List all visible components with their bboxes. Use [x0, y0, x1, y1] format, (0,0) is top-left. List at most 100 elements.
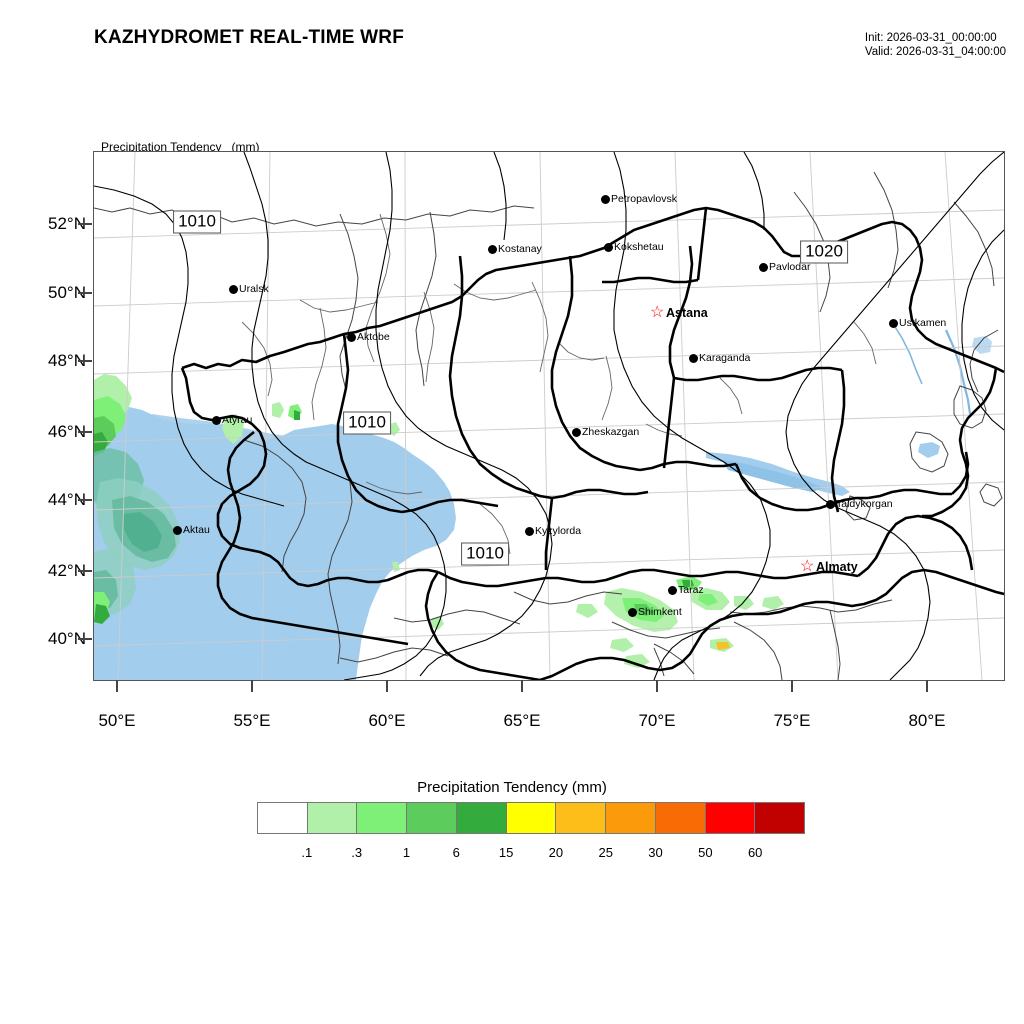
model-run-info: Init: 2026-03-31_00:00:00 Valid: 2026-03…: [865, 31, 1006, 59]
city-label: Taraz: [678, 584, 704, 596]
colorbar-cell: [655, 803, 706, 833]
city-label: Atyrau: [222, 414, 253, 426]
field-caption-precip: Precipitation Tendency (mm): [101, 140, 260, 154]
colorbar-cell: [258, 803, 308, 833]
precipitation-shading: [94, 374, 784, 668]
lat-tick-label: 48°N: [48, 351, 86, 370]
isobar-label: 1020: [800, 240, 848, 264]
city-dot-icon: [212, 415, 221, 425]
city-label: Taldykorgan: [836, 498, 893, 510]
isobars: [94, 152, 1004, 680]
city-dot-icon: [668, 585, 677, 595]
city-dot-icon: [229, 284, 238, 294]
colorbar-tick: .3: [351, 845, 363, 860]
colorbar-tick: .1: [301, 845, 313, 860]
colorbar-cell: [456, 803, 507, 833]
city-label: Astana: [666, 306, 708, 320]
colorbar[interactable]: [257, 802, 805, 834]
lat-tick-label: 50°N: [48, 283, 86, 302]
colorbar-cell: [556, 803, 607, 833]
colorbar-cell: [606, 803, 656, 833]
city-dot-icon: [604, 242, 613, 252]
lon-tick-mark: [521, 680, 523, 692]
lon-tick-label: 55°E: [233, 711, 271, 730]
colorbar-tick: 1: [402, 845, 411, 860]
colorbar-tick: 50: [698, 845, 713, 860]
city-dot-icon: [601, 194, 610, 204]
isobar-label: 1010: [461, 542, 509, 566]
colorbar-cell: [506, 803, 557, 833]
lat-tick-label: 42°N: [48, 561, 86, 580]
lon-tick-label: 70°E: [638, 711, 676, 730]
capital-star-icon: ☆: [650, 304, 665, 321]
lat-tick-mark: [78, 223, 92, 225]
lon-tick-label: 80°E: [908, 711, 946, 730]
graticule: [94, 152, 1004, 680]
colorbar-tick: 6: [452, 845, 460, 860]
city-label: Petropavlovsk: [611, 193, 677, 205]
isobar-label: 1010: [343, 411, 391, 435]
lat-tick-label: 52°N: [48, 214, 86, 233]
lon-tick-mark: [116, 680, 118, 692]
city-label: Ustkamen: [899, 317, 947, 329]
city-label: Kostanay: [498, 243, 542, 255]
city-label: Pavlodar: [769, 261, 811, 273]
city-dot-icon: [759, 262, 768, 272]
colorbar-tick-labels: .1 .3 1 6 15 20 25 30 50 60: [257, 845, 805, 865]
lat-tick-mark: [78, 360, 92, 362]
city-label: Almaty: [816, 560, 858, 574]
city-dot-icon: [347, 332, 356, 342]
kazakhstan-border: [180, 206, 1004, 680]
lat-tick-mark: [78, 570, 92, 572]
init-time: Init: 2026-03-31_00:00:00: [864, 32, 997, 44]
lon-tick-mark: [656, 680, 658, 692]
lon-tick-label: 60°E: [368, 711, 406, 730]
city-label: Kokshetau: [614, 241, 664, 253]
valid-time: Valid: 2026-03-31_04:00:00: [864, 46, 1006, 58]
lon-tick-label: 65°E: [503, 711, 541, 730]
city-label: Uralsk: [239, 283, 269, 295]
city-dot-icon: [488, 244, 497, 254]
colorbar-tick: 30: [648, 845, 663, 860]
colorbar-title: Precipitation Tendency (mm): [417, 779, 607, 796]
lat-tick-label: 44°N: [48, 490, 86, 509]
colorbar-tick: 20: [548, 845, 564, 860]
page-title: KAZHYDROMET REAL-TIME WRF: [94, 27, 405, 48]
city-dot-icon: [628, 607, 637, 617]
coastlines-and-rivers: [94, 171, 1003, 680]
city-label: Karaganda: [699, 352, 751, 364]
city-dot-icon: [689, 353, 698, 363]
map-graphics: [94, 152, 1004, 680]
lon-tick-mark: [251, 680, 253, 692]
city-label: Kyzylorda: [535, 525, 582, 537]
lat-tick-label: 40°N: [48, 629, 86, 648]
lat-tick-mark: [78, 431, 92, 433]
colorbar-cell: [705, 803, 756, 833]
city-dot-icon: [173, 525, 182, 535]
latitude-axis: 52°N 50°N 48°N 46°N 44°N 42°N 40°N: [0, 0, 92, 1024]
lon-tick-label: 75°E: [773, 711, 811, 730]
lat-tick-label: 46°N: [48, 422, 86, 441]
capital-star-icon: ☆: [800, 558, 815, 575]
colorbar-tick: 15: [498, 845, 514, 860]
city-label: Aktobe: [357, 331, 390, 343]
colorbar-cell: [307, 803, 358, 833]
city-dot-icon: [572, 427, 581, 437]
city-dot-icon: [826, 499, 835, 509]
lat-tick-mark: [78, 499, 92, 501]
lon-tick-mark: [926, 680, 928, 692]
lat-tick-mark: [78, 638, 92, 640]
isobar-label: 1010: [173, 210, 221, 234]
lat-tick-mark: [78, 292, 92, 294]
city-dot-icon: [525, 526, 534, 536]
colorbar-cell: [357, 803, 408, 833]
colorbar-tick: 25: [598, 845, 613, 860]
city-label: Shimkent: [638, 606, 682, 618]
colorbar-cell: [755, 803, 805, 833]
city-label: Zheskazgan: [582, 426, 640, 438]
colorbar-tick: 60: [747, 845, 763, 860]
city-dot-icon: [889, 318, 898, 328]
map-plot-area[interactable]: Petropavlovsk Kostanay Kokshetau Pavlodar Ur…: [93, 151, 1005, 681]
